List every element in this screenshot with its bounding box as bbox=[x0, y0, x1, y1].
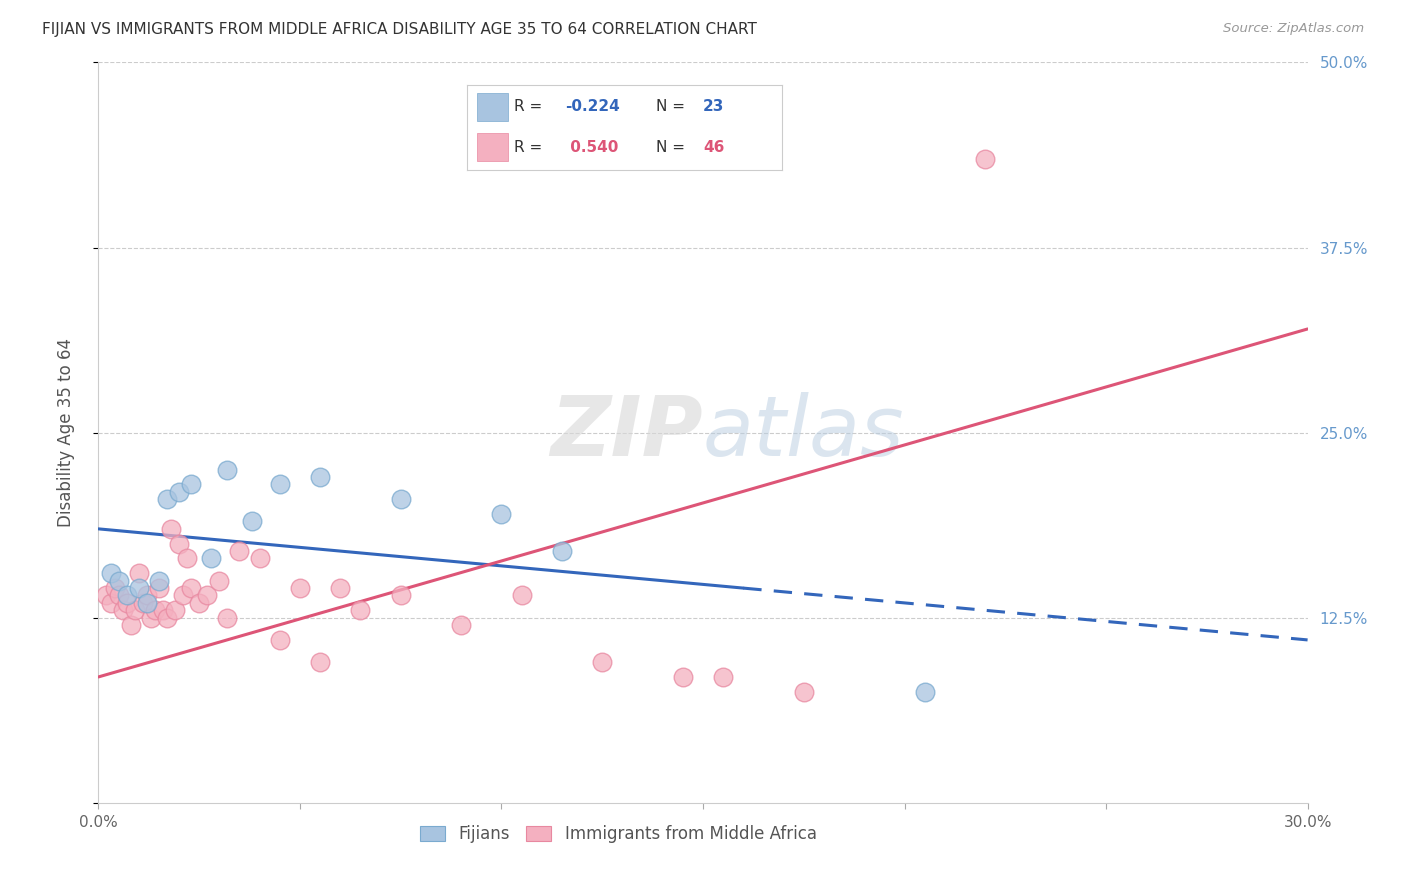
Point bbox=[974, 152, 997, 166]
Text: Source: ZipAtlas.com: Source: ZipAtlas.com bbox=[1223, 22, 1364, 36]
Point bbox=[288, 581, 311, 595]
Point bbox=[103, 581, 125, 595]
Point bbox=[309, 470, 332, 484]
Point bbox=[249, 551, 271, 566]
Point bbox=[100, 596, 122, 610]
Text: ZIP: ZIP bbox=[550, 392, 703, 473]
Point bbox=[240, 515, 263, 529]
Point bbox=[107, 589, 129, 603]
Point bbox=[160, 522, 183, 536]
Point bbox=[135, 589, 157, 603]
Point bbox=[551, 544, 574, 558]
Point bbox=[124, 603, 146, 617]
Point bbox=[120, 618, 142, 632]
Point bbox=[329, 581, 352, 595]
Point bbox=[269, 477, 291, 491]
Point bbox=[349, 603, 371, 617]
Point bbox=[148, 574, 170, 588]
Point bbox=[96, 589, 118, 603]
Legend: Fijians, Immigrants from Middle Africa: Fijians, Immigrants from Middle Africa bbox=[413, 819, 824, 850]
Point bbox=[491, 507, 513, 521]
Point bbox=[269, 632, 291, 647]
Point bbox=[180, 477, 202, 491]
Point bbox=[217, 462, 239, 476]
Text: atlas: atlas bbox=[703, 392, 904, 473]
Point bbox=[143, 603, 166, 617]
Point bbox=[200, 551, 222, 566]
Point bbox=[163, 603, 186, 617]
Point bbox=[139, 610, 162, 624]
Point bbox=[115, 596, 138, 610]
Point bbox=[115, 589, 138, 603]
Point bbox=[180, 581, 202, 595]
Point bbox=[128, 581, 150, 595]
Point bbox=[591, 655, 613, 669]
Y-axis label: Disability Age 35 to 64: Disability Age 35 to 64 bbox=[56, 338, 75, 527]
Point bbox=[188, 596, 211, 610]
Point bbox=[176, 551, 198, 566]
Point bbox=[167, 536, 190, 550]
Point bbox=[672, 670, 695, 684]
Point bbox=[167, 484, 190, 499]
Point bbox=[107, 574, 129, 588]
Point bbox=[111, 603, 134, 617]
Point bbox=[510, 589, 533, 603]
Point bbox=[148, 581, 170, 595]
Point bbox=[450, 618, 472, 632]
Point bbox=[389, 492, 412, 507]
Point bbox=[132, 596, 155, 610]
Point bbox=[156, 492, 179, 507]
Point bbox=[135, 596, 157, 610]
Text: FIJIAN VS IMMIGRANTS FROM MIDDLE AFRICA DISABILITY AGE 35 TO 64 CORRELATION CHAR: FIJIAN VS IMMIGRANTS FROM MIDDLE AFRICA … bbox=[42, 22, 756, 37]
Point bbox=[217, 610, 239, 624]
Point bbox=[156, 610, 179, 624]
Point bbox=[711, 670, 734, 684]
Point bbox=[793, 685, 815, 699]
Point bbox=[309, 655, 332, 669]
Point bbox=[914, 685, 936, 699]
Point bbox=[389, 589, 412, 603]
Point bbox=[208, 574, 231, 588]
Point bbox=[228, 544, 250, 558]
Point bbox=[195, 589, 218, 603]
Point bbox=[100, 566, 122, 581]
Point bbox=[152, 603, 174, 617]
Point bbox=[172, 589, 194, 603]
Point bbox=[128, 566, 150, 581]
